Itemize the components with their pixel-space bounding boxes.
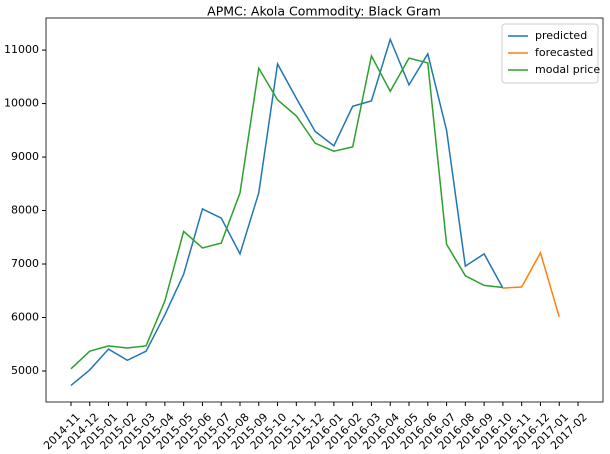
legend-label: modal price [535,63,600,76]
y-tick-label: 10000 [4,97,39,110]
y-tick-label: 6000 [11,310,39,323]
chart-title: APMC: Akola Commodity: Black Gram [207,4,441,19]
legend-label: forecasted [535,46,593,59]
y-tick-label: 7000 [11,257,39,270]
y-tick-label: 5000 [11,364,39,377]
plot-frame [45,17,604,403]
y-tick-label: 8000 [11,204,39,217]
y-tick-label: 9000 [11,150,39,163]
legend-label: predicted [535,29,587,42]
series-line [70,37,504,386]
y-tick-label: 11000 [4,43,39,56]
series-line [502,250,560,318]
series-line [70,53,503,370]
legend: predicted forecasted modal price [501,23,600,84]
legend-box [501,23,599,84]
